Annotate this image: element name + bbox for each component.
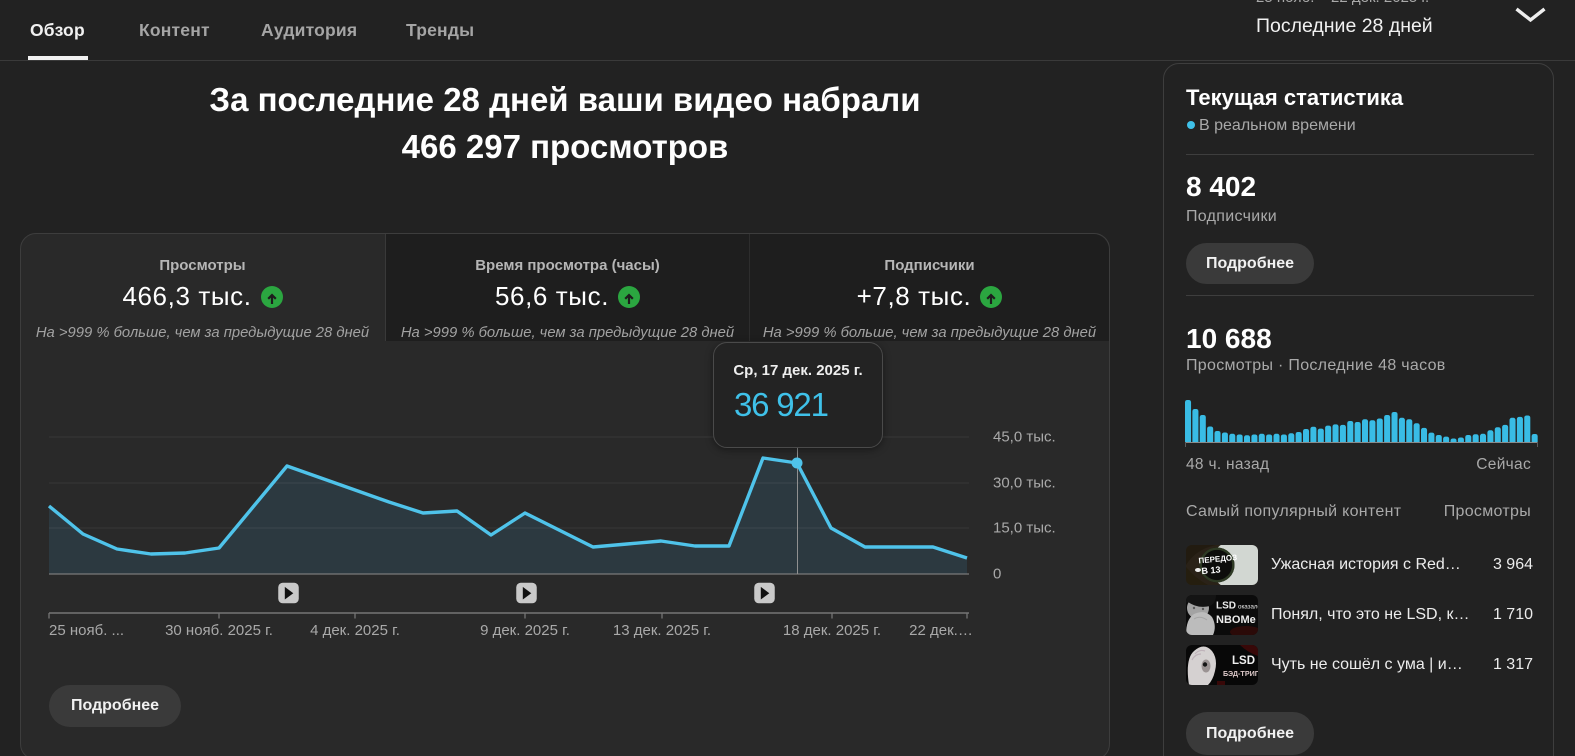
svg-text:NBOMe: NBOMe xyxy=(1216,614,1256,626)
svg-text:ПЕРЕДОЗ: ПЕРЕДОЗ xyxy=(1198,553,1237,565)
svg-text:БЭД-ТРИП: БЭД-ТРИП xyxy=(1223,669,1258,678)
svg-text:В 13: В 13 xyxy=(1201,564,1221,576)
svg-text:LSD: LSD xyxy=(1232,655,1255,667)
